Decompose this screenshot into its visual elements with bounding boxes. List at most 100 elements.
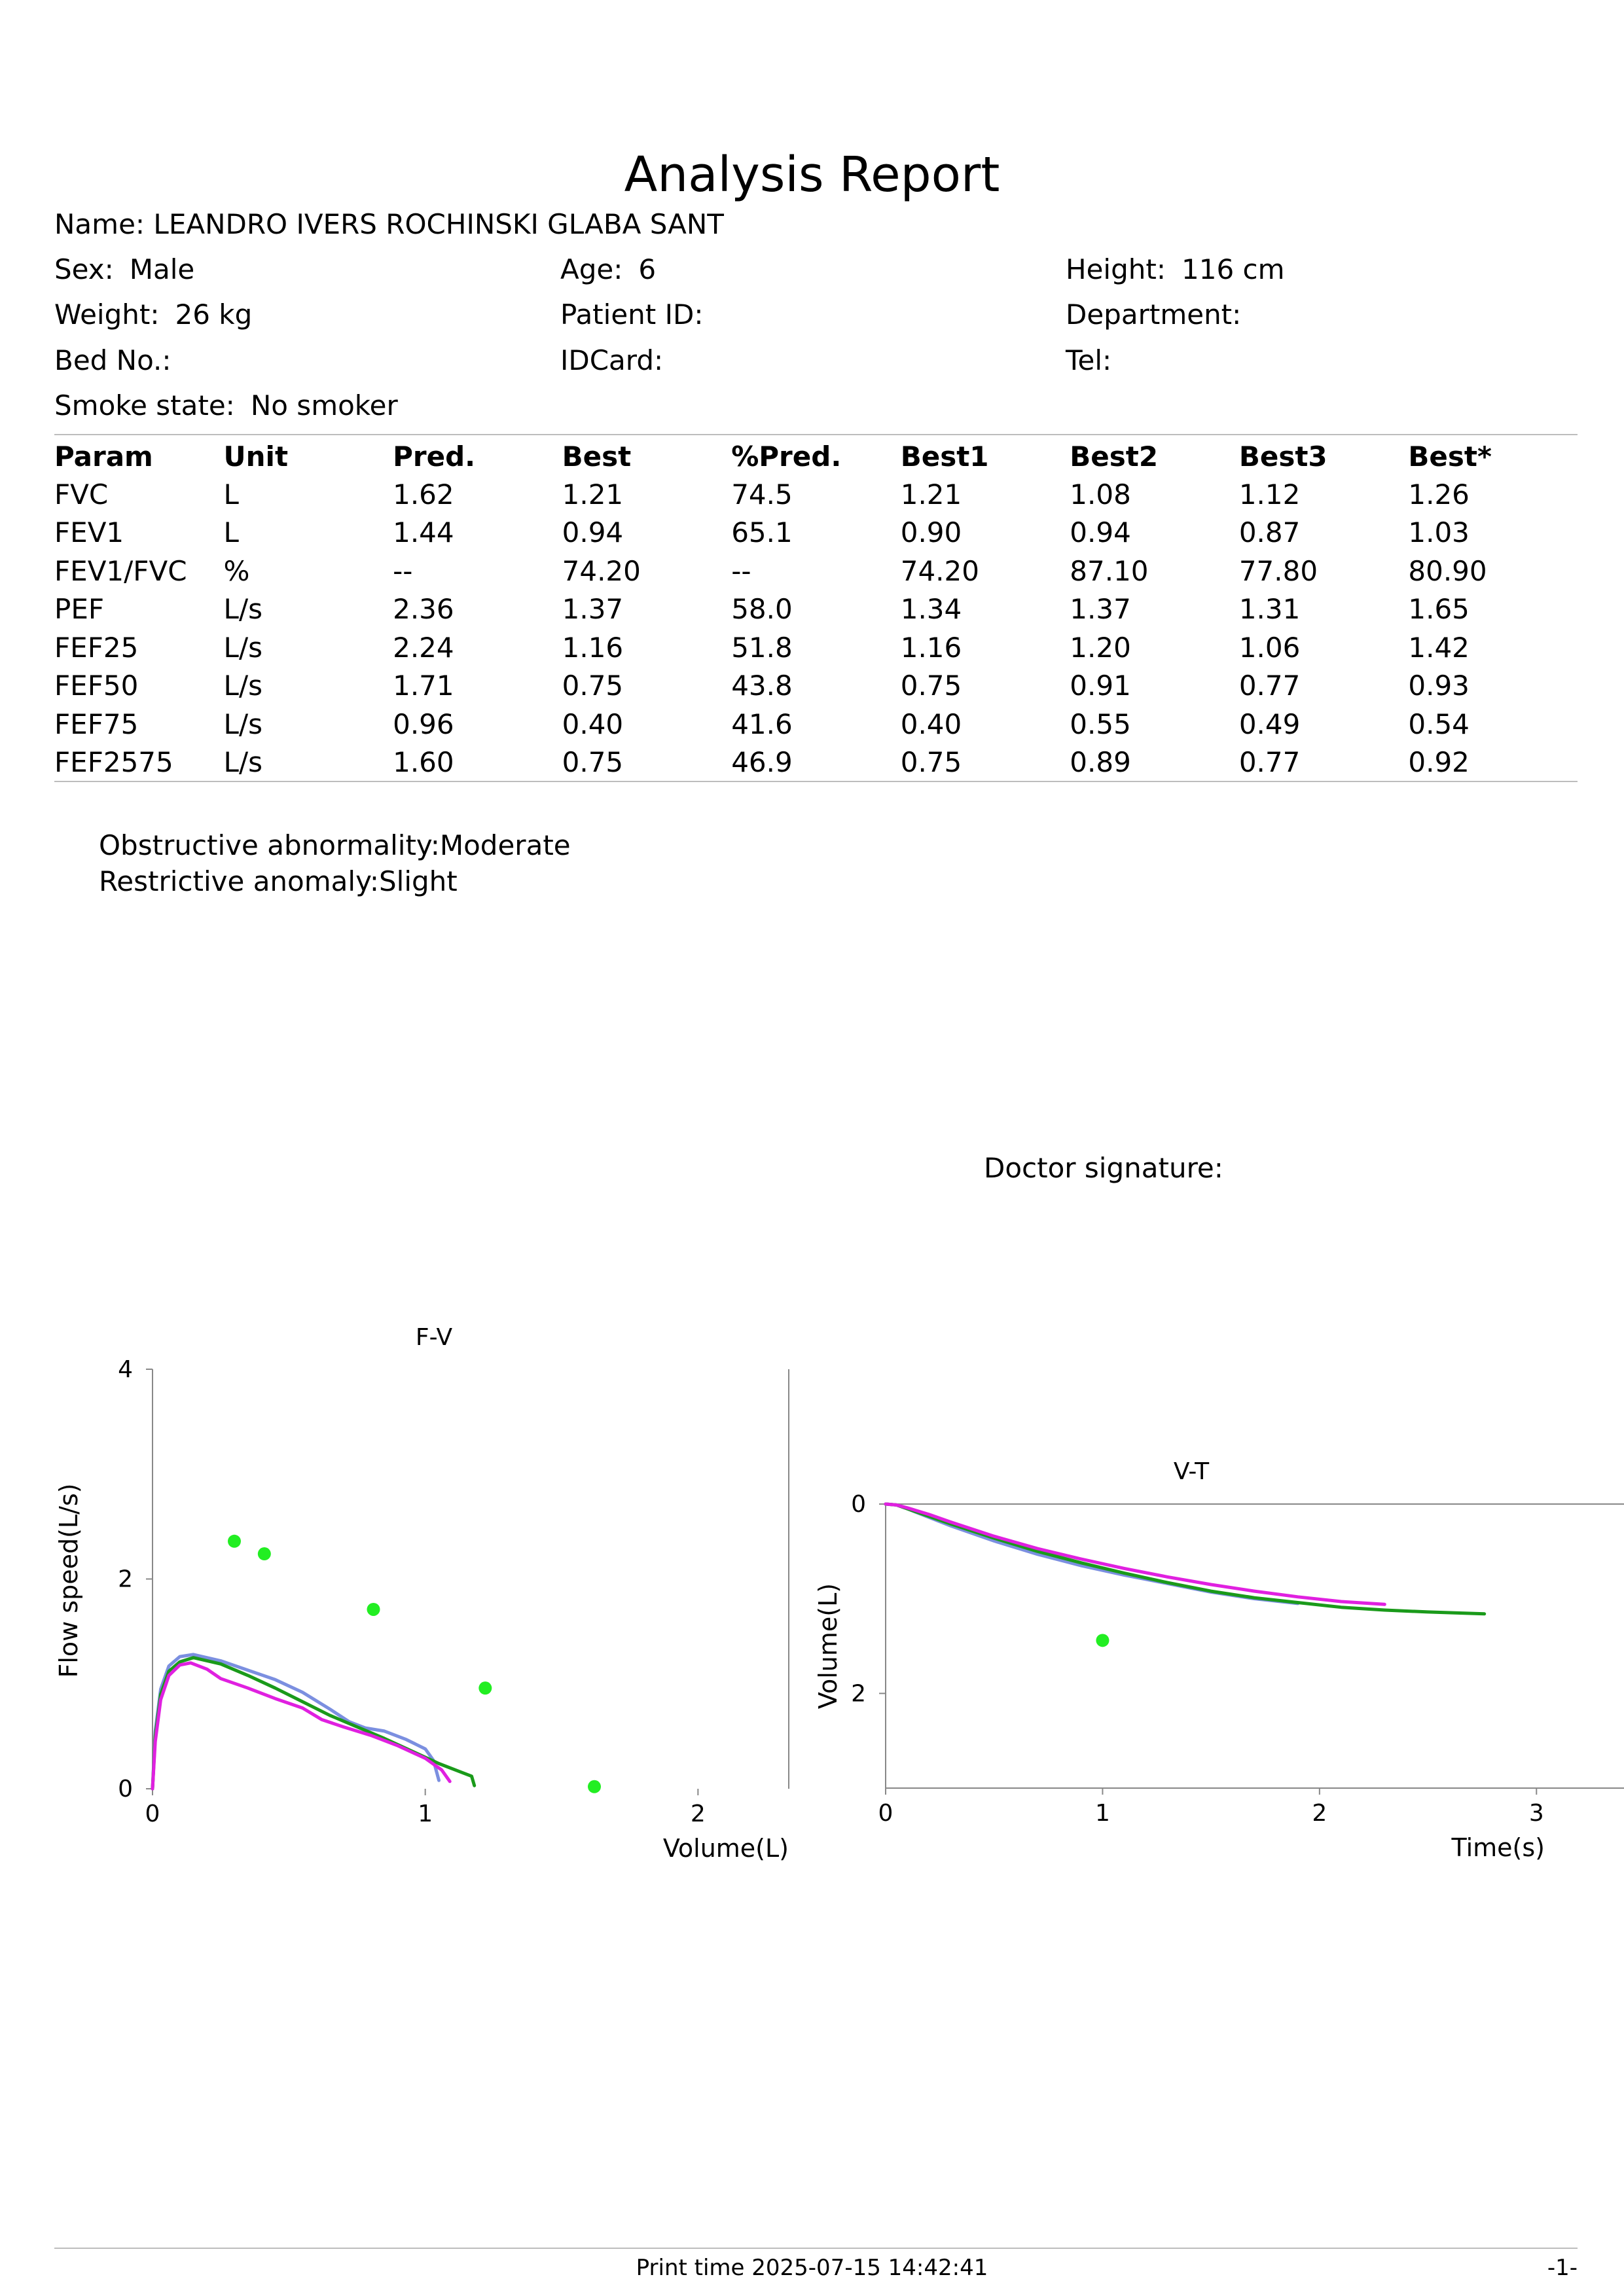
doctor-signature-label: Doctor signature: — [984, 1152, 1223, 1184]
x-tick-label: 2 — [1312, 1800, 1327, 1827]
table-cell: 0.75 — [562, 670, 624, 702]
predicted-point — [367, 1602, 380, 1616]
table-cell: 0.55 — [1070, 708, 1131, 740]
table-cell: 1.60 — [393, 746, 454, 779]
parameter-table: Param Unit Pred. Best %Pred. Best1 Best2… — [54, 437, 1578, 781]
y-axis-label: Flow speed(L/s) — [54, 1483, 83, 1677]
table-row: FVC L 1.62 1.21 74.5 1.21 1.08 1.12 1.26 — [54, 475, 1578, 514]
idcard-field: IDCard: — [560, 342, 679, 379]
patient-id-label: Patient ID: — [560, 298, 704, 331]
table-cell: 1.16 — [562, 631, 624, 664]
table-header-row: Param Unit Pred. Best %Pred. Best1 Best2… — [54, 437, 1578, 475]
table-cell: FEF2575 — [54, 746, 173, 779]
table-cell: 0.75 — [900, 746, 962, 779]
table-cell: 0.77 — [1238, 670, 1301, 702]
x-tick-label: 1 — [1095, 1800, 1110, 1827]
page-number: -1- — [1547, 2255, 1578, 2281]
table-cell: 1.06 — [1238, 631, 1301, 664]
patient-id-field: Patient ID: — [560, 296, 719, 333]
table-cell: 43.8 — [731, 670, 793, 702]
table-cell: L/s — [223, 708, 262, 740]
x-tick-label: 0 — [145, 1801, 160, 1827]
table-row: FEF25 L/s 2.24 1.16 51.8 1.16 1.20 1.06 1.42 — [54, 628, 1578, 667]
table-cell: L — [223, 516, 239, 549]
table-cell: 1.37 — [562, 593, 624, 626]
table-cell: 51.8 — [731, 631, 793, 664]
table-cell: 0.93 — [1408, 670, 1470, 702]
table-cell: 0.40 — [562, 708, 624, 740]
y-tick-label: 2 — [851, 1680, 866, 1707]
y-tick-label: 0 — [118, 1776, 133, 1803]
predicted-point — [1096, 1634, 1110, 1647]
table-cell: L/s — [223, 631, 262, 664]
table-cell: FEF75 — [54, 708, 139, 740]
table-cell: 1.44 — [393, 516, 454, 549]
table-cell: 0.40 — [900, 708, 962, 740]
smoke-field: Smoke state: No smoker — [54, 387, 398, 424]
bed-field: Bed No.: — [54, 342, 187, 379]
table-cell: L/s — [223, 593, 262, 626]
table-row: FEF50 L/s 1.71 0.75 43.8 0.75 0.91 0.77 0.93 — [54, 667, 1578, 706]
table-cell: 0.91 — [1070, 670, 1131, 702]
table-cell: 0.87 — [1238, 516, 1301, 549]
volume-time-chart: V-T 0 1 2 3 0 2 Time(s) Volume(L) — [814, 1458, 1624, 1862]
table-cell: 74.20 — [562, 554, 641, 587]
bed-label: Bed No.: — [54, 344, 171, 376]
tel-label: Tel: — [1066, 344, 1112, 376]
smoke-value: No smoker — [250, 389, 398, 422]
table-cell: 1.34 — [900, 593, 962, 626]
table-cell: 74.5 — [731, 478, 793, 511]
x-axis-label: Time(s) — [1451, 1833, 1545, 1862]
table-header-cell: Best — [562, 440, 632, 473]
table-header-cell: Best3 — [1238, 440, 1327, 473]
table-header-cell: Best1 — [900, 440, 989, 473]
idcard-label: IDCard: — [560, 344, 664, 376]
table-cell: FEV1/FVC — [54, 554, 187, 587]
table-cell: 0.90 — [900, 516, 962, 549]
table-cell: 0.54 — [1408, 708, 1470, 740]
table-bottom-rule — [54, 781, 1578, 782]
table-cell: 1.16 — [900, 631, 962, 664]
table-cell: L/s — [223, 670, 262, 702]
x-tick-label: 3 — [1529, 1800, 1544, 1827]
table-cell: -- — [393, 554, 413, 587]
table-cell: FVC — [54, 478, 109, 511]
table-cell: 1.42 — [1408, 631, 1470, 664]
sex-field: Sex: Male — [54, 251, 194, 288]
table-cell: 1.03 — [1408, 516, 1470, 549]
table-header-cell: Best* — [1408, 440, 1492, 473]
table-cell: 1.12 — [1238, 478, 1301, 511]
sex-label: Sex: — [54, 253, 114, 285]
table-cell: 1.21 — [900, 478, 962, 511]
table-header-cell: Best2 — [1070, 440, 1159, 473]
table-cell: 1.26 — [1408, 478, 1470, 511]
table-cell: % — [223, 554, 250, 587]
predicted-point — [588, 1780, 601, 1793]
table-cell: 0.94 — [562, 516, 624, 549]
y-tick-label: 2 — [118, 1566, 133, 1593]
series-line-2 — [884, 1502, 1487, 1616]
interpretation-restrictive: Restrictive anomaly:Slight — [99, 865, 458, 897]
height-label: Height: — [1066, 253, 1166, 285]
patient-name: LEANDRO IVERS ROCHINSKI GLABA SANT — [153, 208, 724, 240]
table-cell: 77.80 — [1238, 554, 1318, 587]
table-cell: 1.62 — [393, 478, 454, 511]
age-field: Age: 6 — [560, 251, 656, 288]
y-tick-label: 0 — [851, 1491, 866, 1518]
print-time: Print time 2025-07-15 14:42:41 — [636, 2255, 988, 2281]
table-cell: 0.77 — [1238, 746, 1301, 779]
series-line-2 — [151, 1656, 477, 1791]
tel-field: Tel: — [1066, 342, 1127, 379]
page-title: Analysis Report — [624, 147, 1000, 203]
height-value: 116 cm — [1182, 253, 1285, 285]
table-row: PEF L/s 2.36 1.37 58.0 1.34 1.37 1.31 1.65 — [54, 590, 1578, 629]
age-value: 6 — [638, 253, 657, 285]
table-cell: 1.08 — [1070, 478, 1131, 511]
smoke-label: Smoke state: — [54, 389, 235, 422]
table-cell: 1.71 — [393, 670, 454, 702]
sex-value: Male — [129, 253, 195, 285]
plot-frame — [885, 1503, 1624, 1789]
table-cell: 80.90 — [1408, 554, 1487, 587]
table-cell: 0.75 — [900, 670, 962, 702]
x-tick-label: 0 — [878, 1800, 893, 1827]
